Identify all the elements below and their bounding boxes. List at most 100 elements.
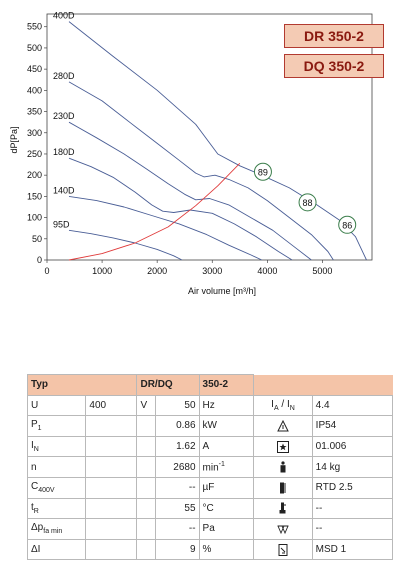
x-tick-label: 2000: [147, 266, 167, 276]
y-axis-label: dP[Pa]: [9, 126, 19, 153]
curve-label-95D: 95D: [53, 219, 70, 229]
curve-180D: [68, 157, 293, 261]
spec-row: ΔI 9% MSD 1: [26, 538, 394, 561]
spec-qualifier: [85, 518, 138, 540]
spec-qualifier-unit: [136, 476, 156, 499]
efficiency-marker-86: [338, 215, 357, 234]
efficiency-marker-88: [298, 193, 317, 212]
spec-row: tR 55 °C --: [26, 497, 394, 520]
spec-qualifier-unit: [136, 538, 156, 561]
spec-value: 9: [154, 538, 200, 561]
spec-unit: °C: [198, 497, 255, 520]
y-tick-label: 50: [32, 234, 42, 244]
curve-230D: [68, 121, 312, 261]
model-box-dr: DR 350-2: [284, 24, 384, 48]
curve-label-140D: 140D: [53, 185, 75, 195]
y-tick-label: 200: [27, 170, 42, 180]
spec-value: 2680: [154, 456, 200, 478]
thermometer-icon: [253, 497, 313, 520]
x-tick-label: 1000: [92, 266, 112, 276]
spec-qualifier: [85, 497, 138, 520]
plot-frame: [46, 13, 373, 261]
spec-row: U 400 V 50 Hz IA / IN 4.4: [26, 394, 394, 417]
spec-right-value: MSD 1: [311, 538, 394, 561]
spec-symbol: ΔI: [26, 538, 87, 561]
x-tick-label: 5000: [312, 266, 332, 276]
efficiency-marker-89: [253, 162, 272, 181]
x-axis-label: Air volume [m³/h]: [188, 286, 256, 296]
spec-value: 50: [154, 394, 200, 417]
spec-header-row: Typ DR/DQ 350-2: [26, 374, 393, 396]
spec-symbol: P1: [26, 415, 87, 437]
x-tick-label: 4000: [257, 266, 277, 276]
system-curve: [68, 162, 241, 261]
spec-right-value: IP54: [311, 415, 394, 437]
fan-performance-chart: 0 50 100 150 200 250 300 350 400 450 500 550 0 1000 20…: [9, 11, 373, 296]
spec-value: 55: [154, 497, 200, 520]
thermistor-icon: [253, 476, 313, 499]
spec-size-label: 350-2: [198, 374, 255, 396]
spec-header-blank: [253, 374, 393, 396]
switch-icon: [253, 538, 313, 561]
y-tick-label: 500: [27, 43, 42, 53]
star-box-icon: [253, 435, 313, 458]
efficiency-label-88: 88: [303, 198, 313, 208]
spec-model-label: DR/DQ: [136, 374, 200, 396]
spec-unit: kW: [198, 415, 255, 437]
curve-140D: [68, 195, 262, 261]
spec-symbol: IN: [26, 435, 87, 458]
curve-label-400D: 400D: [53, 11, 75, 21]
y-tick-label: 250: [27, 149, 42, 159]
spec-typ-label: Typ: [26, 374, 138, 396]
x-tick-label: 3000: [202, 266, 222, 276]
spec-qualifier-unit: [136, 435, 156, 458]
curve-label-230D: 230D: [53, 111, 75, 121]
spec-table: Typ DR/DQ 350-2 U 400 V 50 Hz IA / IN 4.4 P1 0.8…: [26, 374, 394, 561]
spec-right-value: RTD 2.5: [311, 476, 394, 499]
y-tick-label: 550: [27, 22, 42, 32]
spec-unit: µF: [198, 476, 255, 499]
spec-value: 1.62: [154, 435, 200, 458]
spec-symbol: tR: [26, 497, 87, 520]
x-tick-label: 0: [44, 266, 49, 276]
curve-label-180D: 180D: [53, 147, 75, 157]
spec-unit: min-1: [198, 456, 255, 478]
spec-unit: Pa: [198, 518, 255, 540]
spec-qualifier: [85, 435, 138, 458]
spec-qualifier-unit: V: [136, 394, 156, 417]
chart-axes: 0 50 100 150 200 250 300 350 400 450 500 550 0 1000 20…: [27, 13, 373, 276]
weight-icon: [253, 456, 313, 478]
spec-body: U 400 V 50 Hz IA / IN 4.4 P1 0.86 kW IP54 IN 1.62 A 01…: [26, 394, 394, 561]
spec-qualifier: [85, 456, 138, 478]
efficiency-label-89: 89: [258, 167, 268, 177]
efficiency-label-86: 86: [342, 220, 352, 230]
y-tick-label: 100: [27, 213, 42, 223]
spec-qualifier-unit: [136, 415, 156, 437]
spec-unit: Hz: [198, 394, 255, 417]
curve-95D: [68, 229, 183, 261]
spec-value: 0.86: [154, 415, 200, 437]
y-tick-label: 0: [37, 255, 42, 265]
curve-280D: [68, 81, 334, 261]
spec-symbol: n: [26, 456, 87, 478]
spec-symbol: C400V: [26, 476, 87, 499]
spec-row: C400V -- µF RTD 2.5: [26, 476, 394, 499]
spec-qualifier: [85, 538, 138, 561]
filter-icon: [253, 518, 313, 540]
spec-row: P1 0.86 kW IP54: [26, 415, 394, 437]
spec-unit: %: [198, 538, 255, 561]
y-tick-label: 300: [27, 128, 42, 138]
spec-value: --: [154, 476, 200, 499]
y-tick-label: 450: [27, 64, 42, 74]
spec-qualifier-unit: [136, 518, 156, 540]
spec-symbol: U: [26, 394, 87, 417]
ratio-ia-in-label: IA / IN: [253, 394, 313, 417]
spec-qualifier: [85, 415, 138, 437]
protection-class-icon: [253, 415, 313, 437]
curve-label-280D: 280D: [53, 71, 75, 81]
y-tick-label: 150: [27, 191, 42, 201]
chart-labels: 400D 280D 230D 180D 140D 95D 89 88 86: [53, 11, 357, 234]
spec-right-value: 4.4: [311, 394, 394, 417]
model-box-dq: DQ 350-2: [284, 54, 384, 78]
spec-right-value: --: [311, 497, 394, 520]
